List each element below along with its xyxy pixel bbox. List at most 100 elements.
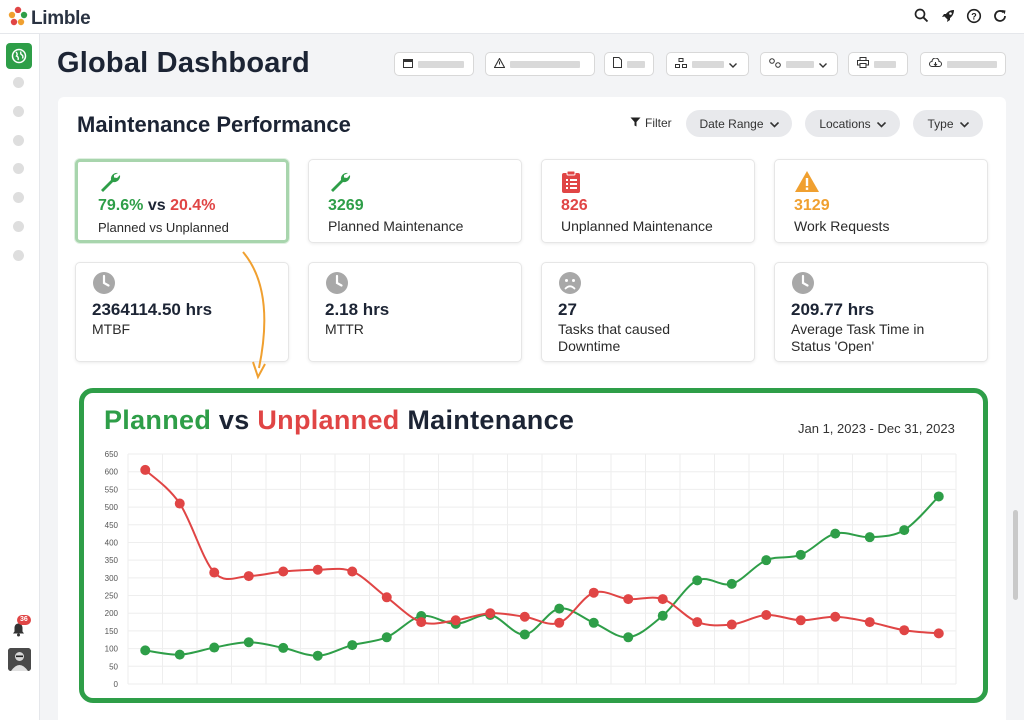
chart-title-vs: vs [211, 405, 258, 435]
unplanned-data-point [312, 564, 323, 575]
y-tick-label: 200 [105, 609, 119, 618]
help-icon[interactable]: ? [965, 7, 982, 24]
calendar-icon [403, 55, 413, 73]
planned-data-point [278, 642, 289, 653]
unplanned-data-point [416, 617, 427, 628]
search-icon[interactable] [913, 7, 930, 24]
nav-item[interactable] [13, 221, 24, 232]
downtime-label: Tasks that caused [558, 321, 671, 337]
mtbf-card[interactable]: 2364114.50 hrs MTBF [75, 262, 289, 362]
nav-item[interactable] [13, 135, 24, 146]
planned-data-point [174, 649, 185, 660]
wrench-icon [328, 170, 352, 199]
notification-badge: 36 [17, 615, 31, 625]
unplanned-data-point [554, 617, 565, 628]
unplanned-data-point [726, 619, 737, 630]
unplanned-label: Unplanned Maintenance [561, 218, 713, 234]
downtime-card[interactable]: 27 Tasks that caused Downtime [541, 262, 755, 362]
clipboard-icon [561, 170, 581, 199]
link-icon [769, 55, 781, 73]
chart-date-range: Jan 1, 2023 - Dec 31, 2023 [798, 421, 955, 436]
warning-button[interactable] [485, 52, 595, 76]
unplanned-data-point [761, 610, 772, 620]
links-dropdown[interactable] [760, 52, 838, 76]
clock-icon [325, 271, 349, 300]
requests-value: 3129 [794, 197, 830, 214]
date-range-dropdown[interactable]: Date Range [686, 110, 792, 137]
warning-icon [493, 55, 506, 73]
chart-title-rest: Maintenance [399, 405, 575, 435]
unplanned-data-point [933, 628, 944, 639]
brand[interactable]: Limble [8, 6, 91, 31]
export-button[interactable] [920, 52, 1006, 76]
y-tick-label: 550 [105, 485, 119, 494]
y-tick-label: 150 [105, 627, 119, 636]
unplanned-data-point [209, 567, 220, 578]
hierarchy-dropdown[interactable] [666, 52, 749, 76]
planned-data-point [761, 555, 772, 566]
bell-icon[interactable] [11, 622, 26, 642]
vs-text: vs [143, 197, 171, 214]
planned-value: 3269 [328, 197, 364, 214]
page-title: Global Dashboard [57, 47, 310, 79]
planned-card[interactable]: 3269 Planned Maintenance [308, 159, 522, 243]
unplanned-value: 826 [561, 197, 588, 214]
nav-item[interactable] [13, 250, 24, 261]
calendar-button[interactable] [394, 52, 474, 76]
warning-icon [794, 170, 820, 198]
mtbf-label: MTBF [92, 321, 131, 337]
unplanned-data-point [623, 594, 634, 605]
rocket-icon[interactable] [939, 7, 956, 24]
print-icon [857, 55, 869, 73]
panel-title: Maintenance Performance [77, 112, 351, 137]
type-dropdown[interactable]: Type [913, 110, 983, 137]
downtime-value: 27 [558, 300, 577, 319]
chart-title-planned: Planned [104, 405, 212, 435]
y-tick-label: 50 [109, 662, 118, 671]
unplanned-data-point [243, 571, 254, 582]
unplanned-data-point [864, 617, 875, 628]
y-tick-label: 450 [105, 521, 119, 530]
ratio-card[interactable]: 79.6% vs 20.4% Planned vs Unplanned [75, 159, 289, 243]
date-range-label: Date Range [699, 116, 764, 131]
nav-item[interactable] [13, 106, 24, 117]
unplanned-data-point [519, 611, 530, 622]
nav-item[interactable] [13, 77, 24, 88]
unplanned-card[interactable]: 826 Unplanned Maintenance [541, 159, 755, 243]
planned-data-point [830, 528, 841, 539]
mttr-card[interactable]: 2.18 hrs MTTR [308, 262, 522, 362]
print-button[interactable] [848, 52, 908, 76]
locations-dropdown[interactable]: Locations [805, 110, 900, 137]
refresh-icon[interactable] [991, 7, 1008, 24]
unplanned-data-point [278, 566, 289, 577]
callout-arrow-icon [242, 251, 266, 380]
filter-button[interactable]: Filter [630, 116, 672, 130]
avatar[interactable] [8, 648, 31, 671]
document-icon [613, 55, 622, 73]
planned-data-point [933, 491, 944, 502]
avg-task-time-label: Status 'Open' [791, 338, 875, 354]
planned-data-point [209, 642, 220, 653]
y-tick-label: 400 [105, 538, 119, 547]
svg-text:?: ? [971, 11, 977, 21]
avg-task-time-card[interactable]: 209.77 hrs Average Task Time in Status '… [774, 262, 988, 362]
unplanned-data-point [795, 615, 806, 626]
requests-card[interactable]: 3129 Work Requests [774, 159, 988, 243]
type-label: Type [927, 116, 954, 131]
planned-data-point [657, 610, 668, 621]
planned-data-point [795, 549, 806, 560]
mttr-value: 2.18 hrs [325, 300, 390, 319]
y-tick-label: 0 [114, 680, 119, 689]
scrollbar[interactable] [1013, 510, 1018, 600]
sitemap-icon [675, 55, 687, 73]
y-tick-label: 600 [105, 468, 119, 477]
planned-data-point [519, 629, 530, 640]
ratio-label: Planned vs Unplanned [98, 220, 229, 235]
unplanned-data-point [485, 608, 496, 619]
line-chart: 0 50 100 150 200 250 300 350 400 450 500 550 600 650 [105, 450, 957, 689]
document-button[interactable] [604, 52, 654, 76]
planned-label: Planned Maintenance [328, 218, 464, 234]
nav-item[interactable] [13, 192, 24, 203]
nav-item[interactable] [13, 163, 24, 174]
globe-icon[interactable] [6, 43, 32, 69]
